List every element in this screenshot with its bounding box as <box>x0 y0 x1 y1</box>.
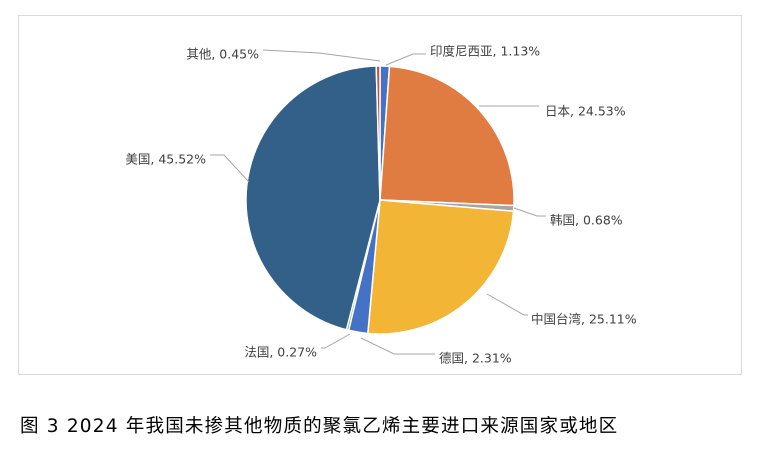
leader-line <box>321 333 351 349</box>
leader-line <box>513 207 546 217</box>
leader-line <box>262 49 381 62</box>
leader-line <box>486 293 528 316</box>
data-labels: 印度尼西亚, 1.13% 日本, 24.53% 韩国, 0.68% 中国台湾, 25.… <box>125 44 636 366</box>
data-label: 日本, 24.53% <box>545 104 626 119</box>
data-label: 印度尼西亚, 1.13% <box>430 44 540 59</box>
leader-line <box>210 154 250 183</box>
data-label: 其他, 0.45% <box>186 47 259 62</box>
pie-slice <box>379 65 515 207</box>
leader-line <box>360 337 435 355</box>
pie-slice <box>375 65 381 201</box>
pie-slice <box>367 199 515 335</box>
data-label: 中国台湾, 25.11% <box>531 312 637 327</box>
chart-area: 印度尼西亚, 1.13% 日本, 24.53% 韩国, 0.68% 中国台湾, 25.… <box>18 15 742 375</box>
data-label: 韩国, 0.68% <box>550 213 623 228</box>
pie-slice <box>245 65 381 331</box>
leader-lines <box>210 49 546 355</box>
data-label: 德国, 2.31% <box>439 351 512 366</box>
figure-caption: 图 3 2024 年我国未掺其他物质的聚氯乙烯主要进口来源国家或地区 <box>20 416 619 437</box>
pie-slices <box>245 65 515 335</box>
data-label: 美国, 45.52% <box>125 152 206 167</box>
data-label: 法国, 0.27% <box>244 345 317 360</box>
leader-line <box>385 53 426 66</box>
pie-chart: 印度尼西亚, 1.13% 日本, 24.53% 韩国, 0.68% 中国台湾, 25.… <box>125 44 636 366</box>
